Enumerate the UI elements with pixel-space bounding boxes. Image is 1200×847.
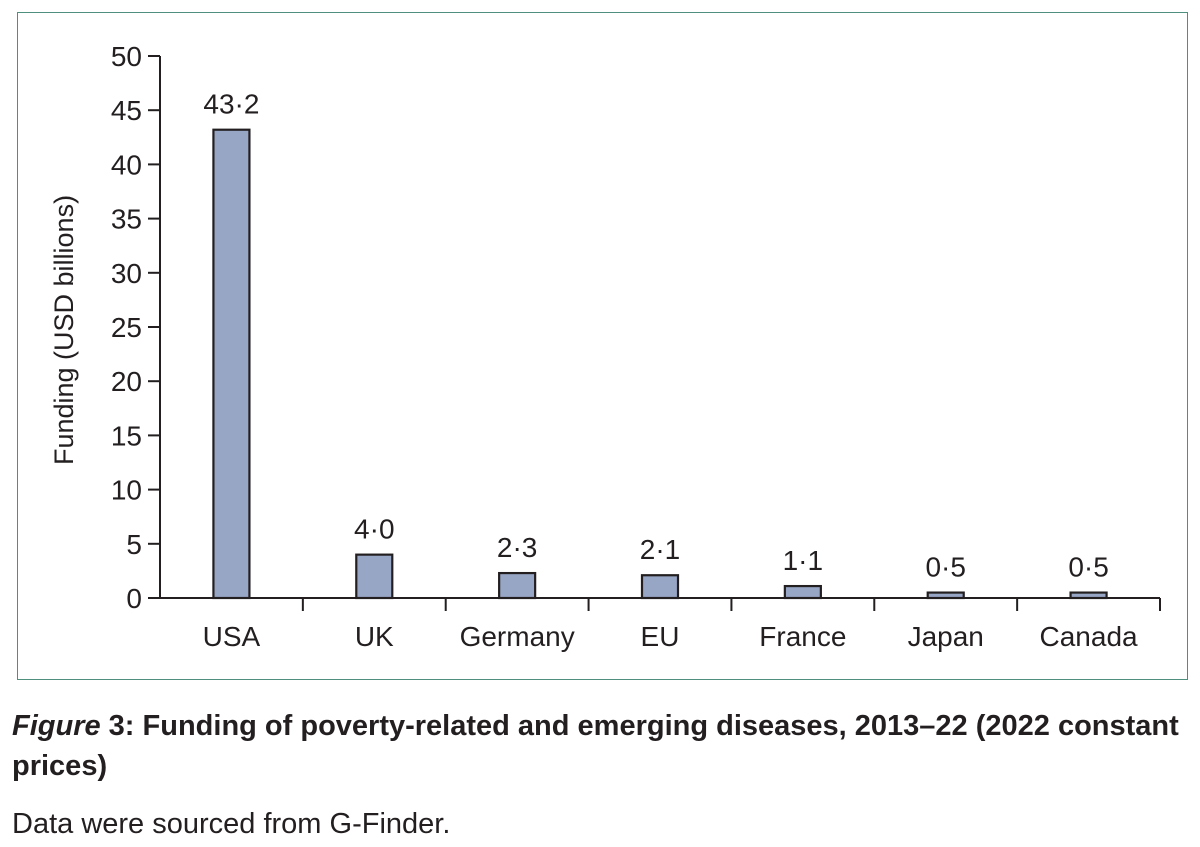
x-tick-label-japan: Japan (908, 621, 984, 652)
y-tick-label: 10 (111, 475, 142, 506)
y-tick-label: 20 (111, 366, 142, 397)
y-tick-label: 15 (111, 420, 142, 451)
x-tick-label-germany: Germany (460, 621, 575, 652)
y-tick-label: 45 (111, 95, 142, 126)
x-tick-label-usa: USA (203, 621, 261, 652)
y-tick-label: 25 (111, 312, 142, 343)
data-label-germany: 2·3 (497, 532, 537, 563)
bar-usa (212, 128, 251, 600)
data-labels: 43·2 4·0 2·3 2·1 1·1 0·5 0·5 (203, 89, 1108, 583)
y-tick-label: 5 (126, 529, 142, 560)
figure-number: 3: (100, 710, 135, 742)
y-tick-label: 50 (111, 41, 142, 72)
x-tick-label-uk: UK (355, 621, 394, 652)
x-tick-label-eu: EU (641, 621, 680, 652)
bar-uk (355, 553, 394, 600)
figure-label: Figure (12, 710, 101, 742)
data-label-uk: 4·0 (354, 514, 394, 545)
bar-chart: 0 5 10 15 20 25 30 35 40 45 50 USA UK Germany EU Franc… (49, 41, 1161, 652)
figure-title: Funding of poverty-related and emerging … (12, 710, 1179, 782)
figure-caption: Figure 3: Funding of poverty-related and… (12, 706, 1192, 786)
x-tick-label-france: France (759, 621, 846, 652)
bar-france (783, 584, 822, 600)
data-label-france: 1·1 (783, 545, 823, 576)
data-label-eu: 2·1 (640, 534, 680, 565)
figure-frame (17, 12, 1188, 680)
bar-eu (640, 574, 680, 600)
y-tick-label: 0 (126, 583, 142, 614)
y-axis: 0 5 10 15 20 25 30 35 40 45 50 (111, 41, 161, 614)
bar-germany (498, 571, 537, 600)
figure-source-note: Data were sourced from G-Finder. (12, 808, 451, 840)
bar-japan (926, 591, 965, 600)
data-label-japan: 0·5 (925, 552, 965, 583)
data-label-usa: 43·2 (203, 89, 259, 120)
y-axis-title: Funding (USD billions) (49, 195, 79, 465)
data-label-canada: 0·5 (1068, 552, 1108, 583)
x-axis: USA UK Germany EU France Japan Canada (160, 597, 1161, 652)
bars (212, 128, 1108, 600)
y-tick-label: 35 (111, 204, 142, 235)
x-tick-label-canada: Canada (1040, 621, 1139, 652)
y-tick-label: 40 (111, 149, 142, 180)
bar-canada (1069, 591, 1108, 600)
y-tick-label: 30 (111, 258, 142, 289)
